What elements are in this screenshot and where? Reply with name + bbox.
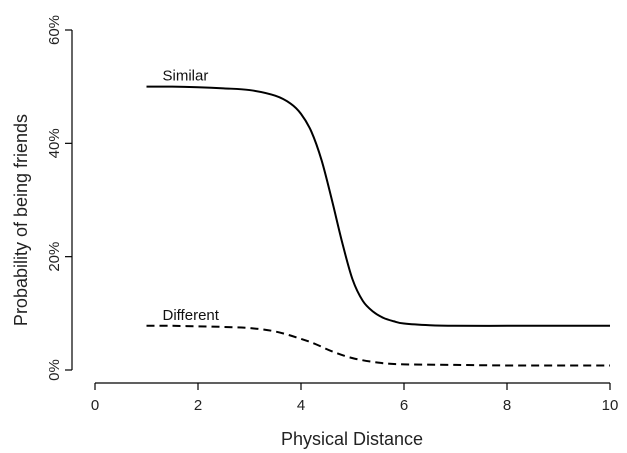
series-label-similar: Similar — [163, 68, 209, 85]
series-label-different: Different — [163, 307, 220, 324]
x-axis-title: Physical Distance — [281, 429, 423, 449]
series-line-different — [146, 324, 610, 367]
x-tick-label: 0 — [91, 397, 99, 414]
ticks: 0 2 4 6 8 10 0% 20% 40% 60% — [46, 15, 618, 414]
y-tick-label: 0% — [46, 359, 63, 381]
x-tick-label: 6 — [400, 397, 408, 414]
x-tick-label: 8 — [503, 397, 511, 414]
series-labels: Similar Different — [163, 68, 220, 324]
y-tick-label: 40% — [46, 128, 63, 158]
y-axis-title: Probability of being friends — [11, 114, 31, 326]
series-lines — [146, 85, 610, 367]
series-line-similar — [146, 85, 610, 327]
x-tick-label: 10 — [602, 397, 619, 414]
y-tick-label: 20% — [46, 242, 63, 272]
x-tick-label: 4 — [297, 397, 305, 414]
axes — [71, 30, 610, 384]
y-tick-label: 60% — [46, 15, 63, 45]
x-tick-label: 2 — [194, 397, 202, 414]
